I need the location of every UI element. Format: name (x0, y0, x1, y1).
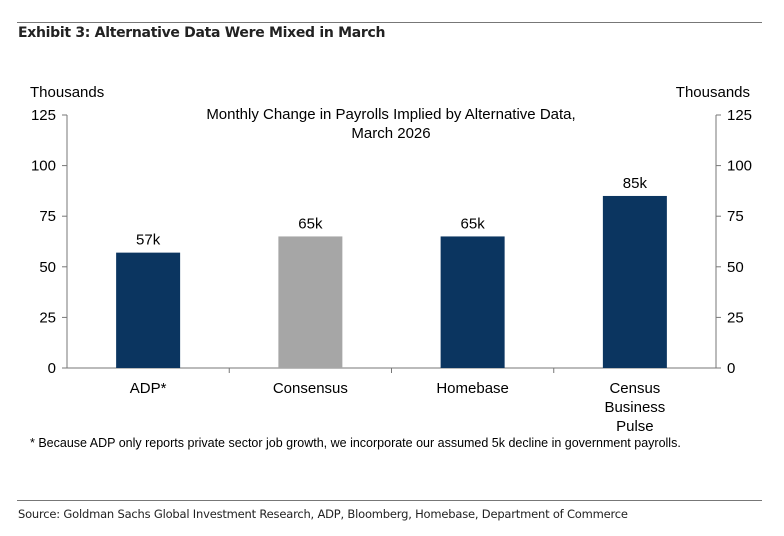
left-axis-unit: Thousands (30, 84, 104, 101)
bottom-rule (17, 500, 762, 501)
category-label: Census (609, 380, 660, 397)
right-tick-label: 0 (727, 360, 735, 377)
category-label: Business (604, 399, 665, 416)
data-label: 65k (298, 215, 323, 232)
right-tick-label: 125 (727, 107, 752, 124)
data-label: 57k (136, 232, 161, 249)
category-label: ADP* (130, 380, 167, 397)
category-label: Homebase (436, 380, 509, 397)
right-tick-label: 100 (727, 158, 752, 175)
left-tick-label: 125 (31, 107, 56, 124)
category-label: Consensus (273, 380, 348, 397)
data-label: 65k (461, 215, 486, 232)
top-rule (17, 22, 762, 23)
right-tick-label: 50 (727, 259, 744, 276)
bar (116, 252, 181, 368)
right-tick-label: 75 (727, 208, 744, 225)
chart-title: March 2026 (351, 125, 430, 142)
data-label: 85k (623, 175, 648, 192)
left-tick-label: 75 (39, 208, 56, 225)
left-tick-label: 100 (31, 158, 56, 175)
left-tick-label: 50 (39, 259, 56, 276)
category-label: Pulse (616, 418, 654, 435)
source-note: Source: Goldman Sachs Global Investment … (18, 507, 628, 521)
bar (602, 195, 667, 368)
footnote: * Because ADP only reports private secto… (30, 436, 681, 450)
bar (278, 236, 343, 368)
left-tick-label: 25 (39, 309, 56, 326)
left-tick-label: 0 (48, 360, 56, 377)
right-tick-label: 25 (727, 309, 744, 326)
bar (440, 236, 505, 368)
right-axis-unit: Thousands (676, 84, 750, 101)
exhibit-title: Exhibit 3: Alternative Data Were Mixed i… (18, 25, 386, 41)
chart-title: Monthly Change in Payrolls Implied by Al… (206, 106, 575, 123)
